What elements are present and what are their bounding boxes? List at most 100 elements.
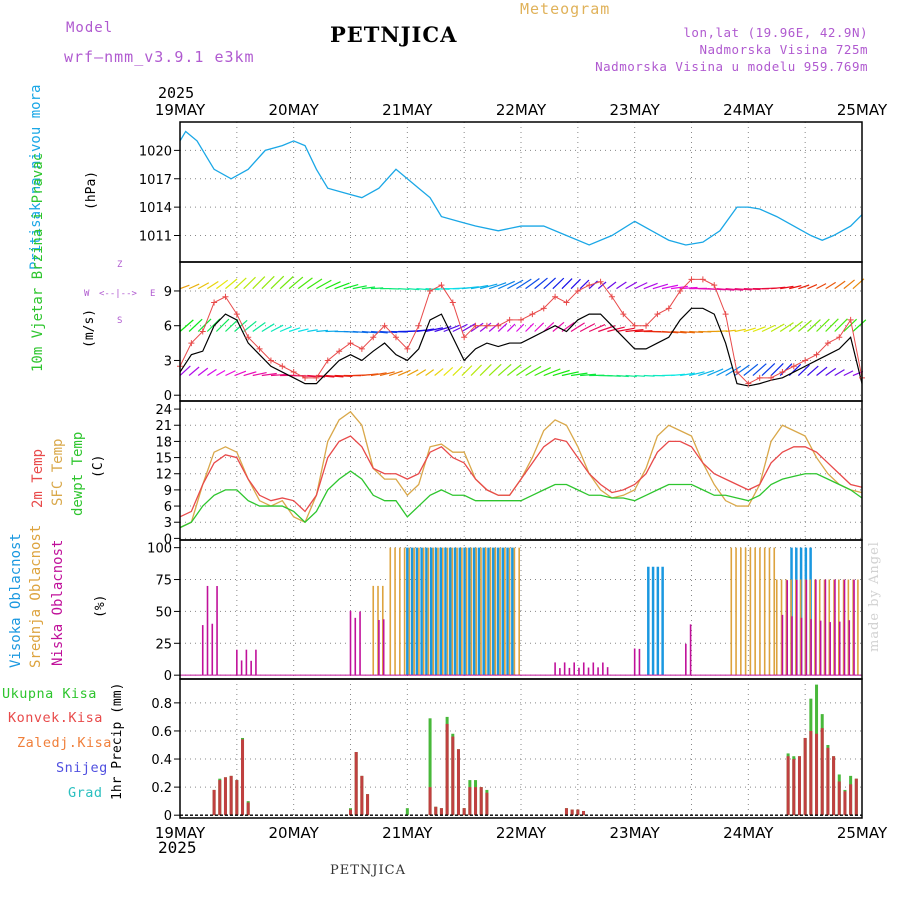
wind-arrow (352, 330, 369, 334)
precip-conv-bar (832, 756, 836, 816)
wind-gust-marker (336, 348, 343, 355)
wind-arrow (771, 286, 786, 290)
wind-arrow (534, 322, 545, 332)
wind-arrow (252, 322, 266, 332)
wind-arrow (352, 285, 367, 290)
wind-arrow (779, 322, 794, 332)
wind-gust-marker (483, 322, 490, 329)
wind-gust-marker (404, 345, 411, 352)
precip-conv-bar (582, 810, 586, 816)
y-tick-label: 9 (164, 285, 172, 300)
wind-arrow (216, 370, 226, 377)
wind-arrow (279, 276, 294, 290)
wind-arrow (734, 328, 746, 333)
wind-arrow (488, 363, 502, 376)
wind-arrow (398, 288, 410, 290)
wind-arrow (743, 363, 759, 376)
wind-arrow (370, 330, 388, 334)
altitude-label: Nadmorska Visina 725m (699, 42, 868, 57)
wind-arrow (843, 279, 855, 290)
wind-arrow (716, 330, 728, 333)
wind-arrow (334, 282, 350, 290)
wind-arrow (770, 323, 785, 333)
wind-arrow (288, 276, 304, 290)
wind-arrow (552, 369, 570, 377)
y-tick-label: 18 (155, 435, 172, 450)
wind-arrow (752, 363, 767, 376)
wind-arrow (670, 285, 688, 290)
wind-arrow (206, 368, 217, 377)
wind-gust-marker (438, 282, 445, 289)
y-tick-label: 100 (147, 542, 172, 557)
wind-gust-marker (381, 322, 388, 329)
y-tick-label: 50 (155, 605, 172, 620)
wind-arrow (488, 282, 507, 290)
wind-arrow (689, 330, 704, 334)
y-tick-label: 9 (164, 484, 172, 499)
precip-conv-bar (229, 775, 233, 816)
precip-snow-legend: Snijeg (56, 760, 108, 776)
wind-arrow (634, 374, 645, 377)
y-tick-label: 6 (164, 500, 172, 515)
wind-arrow (616, 281, 627, 290)
wind-arrow (197, 367, 209, 376)
x-tick-top: 22MAY (496, 101, 547, 119)
y-tick-label: 75 (155, 574, 172, 589)
precip-total-legend: Ukupna Kisa (2, 686, 97, 702)
wind-gust-marker (188, 340, 195, 347)
wind-arrow (716, 367, 733, 377)
compass-s: S (117, 316, 123, 326)
wind-arrow (816, 318, 830, 332)
precip-conv-bar (849, 784, 853, 816)
wind-gust-marker (245, 334, 252, 341)
wind-arrow (797, 319, 812, 332)
wind-arrow (470, 284, 489, 290)
wind-arrow (725, 329, 736, 333)
precip-conv-bar (428, 787, 432, 816)
precip-conv-bar (235, 780, 239, 816)
wind-gust-marker (347, 340, 354, 347)
dewpt-line (179, 470, 863, 529)
wind-arrow (416, 328, 435, 333)
wind-arrow (398, 369, 411, 377)
pressure-line (179, 130, 863, 246)
wind-arrow (561, 278, 573, 290)
y-tick-label: 15 (155, 452, 172, 467)
wind-arrow (179, 319, 194, 332)
wind-arrow (643, 374, 655, 377)
precip-conv-bar (218, 780, 222, 816)
wind-gust-marker (290, 369, 297, 376)
wind-arrow (761, 362, 776, 376)
wind-arrow (834, 369, 845, 377)
panel-frame (179, 678, 863, 819)
compass-e: E (150, 289, 156, 299)
compass-arrow: <--|--> (99, 289, 137, 299)
wind-gust-marker (790, 363, 797, 370)
x-tick-bottom: 24MAY (723, 824, 774, 842)
wind-arrow (216, 279, 229, 290)
wind-arrow (243, 320, 257, 332)
precip-conv-bar (786, 756, 790, 816)
wind-gust-marker (279, 363, 286, 370)
page-title: PETNJICA (330, 22, 458, 47)
precip-conv-bar (451, 736, 455, 816)
wind-arrow (379, 371, 395, 377)
x-tick-bottom: 25MAY (837, 824, 888, 842)
wind-arrow (270, 373, 287, 377)
y-tick-label: 0 (164, 669, 172, 684)
wind-gust-marker (643, 322, 650, 329)
wind-arrow (261, 323, 275, 333)
wind-gust-marker (267, 357, 274, 364)
y-tick-label: 0 (164, 532, 172, 547)
y-tick-label: 25 (155, 637, 172, 652)
wind-gust-marker (211, 299, 218, 306)
wind-arrow (215, 318, 230, 332)
wind-arrow (234, 370, 247, 377)
wind-gust-marker (392, 334, 399, 341)
wind-arrow (297, 277, 313, 290)
wind-gust-marker (836, 334, 843, 341)
precip-conv-bar (246, 802, 250, 816)
wind-arrow (506, 323, 516, 332)
wind-arrow (607, 281, 617, 290)
y-tick-label: 6 (164, 320, 172, 335)
